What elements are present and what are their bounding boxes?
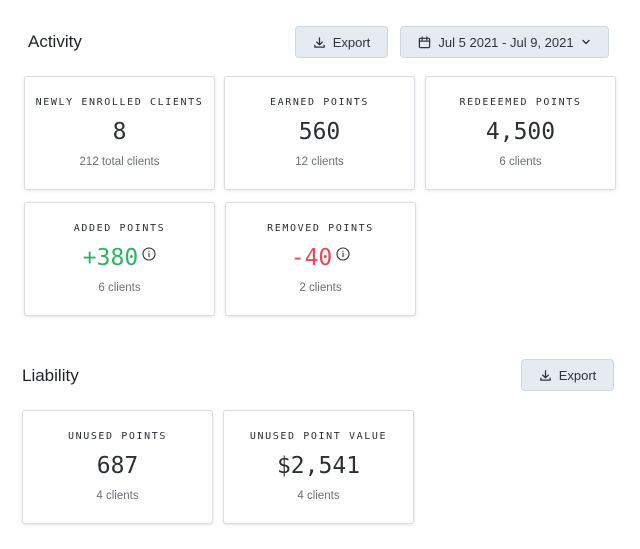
liability-export-label: Export	[558, 367, 597, 383]
card-value-row: 560	[225, 119, 414, 145]
card-value-row: -40	[226, 245, 415, 271]
calendar-icon	[419, 35, 431, 48]
card-value: +380	[82, 245, 139, 271]
redeemed-points-card: REDEEEMED POINTS 4,500 6 clients	[425, 76, 616, 190]
activity-export-button[interactable]: Export	[295, 26, 388, 58]
activity-export-label: Export	[332, 34, 371, 50]
card-label: REMOVED POINTS	[267, 223, 374, 234]
chevron-down-icon	[581, 39, 590, 45]
date-range-dropdown[interactable]: Jul 5 2021 - Jul 9, 2021	[400, 26, 609, 58]
card-subtext: 2 clients	[299, 282, 342, 294]
card-label: REDEEEMED POINTS	[459, 97, 582, 108]
unused-point-value-card: UNUSED POINT VALUE $2,541 4 clients	[223, 410, 414, 524]
card-subtext: 6 clients	[499, 156, 542, 168]
card-label: UNUSED POINTS	[67, 431, 168, 442]
card-value: 8	[112, 119, 127, 145]
card-value-row: 8	[25, 119, 214, 145]
activity-title: Activity	[28, 32, 82, 51]
card-label: UNUSED POINT VALUE	[249, 431, 388, 442]
card-value: -40	[290, 245, 333, 271]
card-subtext: 12 clients	[295, 156, 344, 168]
download-icon	[313, 36, 325, 48]
removed-points-card: REMOVED POINTS -40 2 clients	[225, 202, 416, 316]
card-value: 4,500	[485, 119, 556, 145]
newly-enrolled-clients-card: NEWLY ENROLLED CLIENTS 8 212 total clien…	[24, 76, 215, 190]
info-icon[interactable]	[336, 247, 350, 261]
liability-title: Liability	[22, 366, 79, 385]
earned-points-card: EARNED POINTS 560 12 clients	[224, 76, 415, 190]
card-value-row: +380	[25, 245, 214, 271]
added-points-card: ADDED POINTS +380 6 clients	[24, 202, 215, 316]
card-subtext: 4 clients	[96, 490, 139, 502]
card-label: EARNED POINTS	[269, 97, 370, 108]
date-range-label: Jul 5 2021 - Jul 9, 2021	[438, 34, 574, 50]
card-value: 687	[96, 453, 139, 479]
card-subtext: 6 clients	[98, 282, 141, 294]
card-value-row: 687	[23, 453, 212, 479]
card-value: $2,541	[276, 453, 361, 479]
unused-points-card: UNUSED POINTS 687 4 clients	[22, 410, 213, 524]
card-label: ADDED POINTS	[73, 223, 166, 234]
card-subtext: 212 total clients	[79, 156, 160, 168]
liability-export-button[interactable]: Export	[521, 359, 614, 391]
card-value-row: $2,541	[224, 453, 413, 479]
download-icon	[539, 369, 551, 381]
card-value-row: 4,500	[426, 119, 615, 145]
card-subtext: 4 clients	[297, 490, 340, 502]
card-value: 560	[298, 119, 341, 145]
card-label: NEWLY ENROLLED CLIENTS	[35, 97, 204, 108]
info-icon[interactable]	[142, 247, 156, 261]
